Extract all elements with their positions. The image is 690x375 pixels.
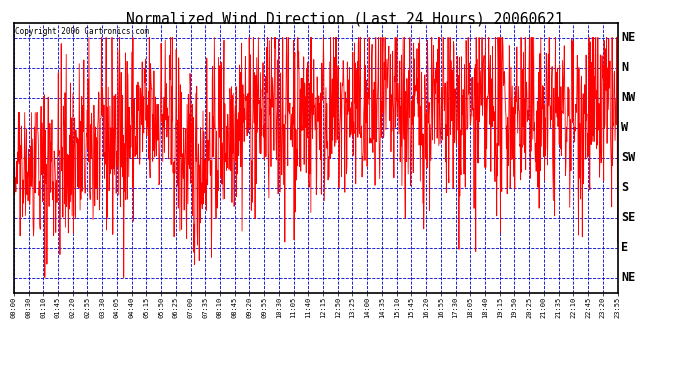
Text: Normalized Wind Direction (Last 24 Hours) 20060621: Normalized Wind Direction (Last 24 Hours… <box>126 11 564 26</box>
Text: SE: SE <box>621 211 635 224</box>
Text: SW: SW <box>621 151 635 164</box>
Text: Copyright 2006 Cartronics.com: Copyright 2006 Cartronics.com <box>15 27 149 36</box>
Text: N: N <box>621 61 628 74</box>
Text: W: W <box>621 121 628 134</box>
Text: S: S <box>621 181 628 194</box>
Text: NW: NW <box>621 91 635 104</box>
Text: NE: NE <box>621 271 635 284</box>
Text: E: E <box>621 241 628 254</box>
Text: NE: NE <box>621 31 635 44</box>
